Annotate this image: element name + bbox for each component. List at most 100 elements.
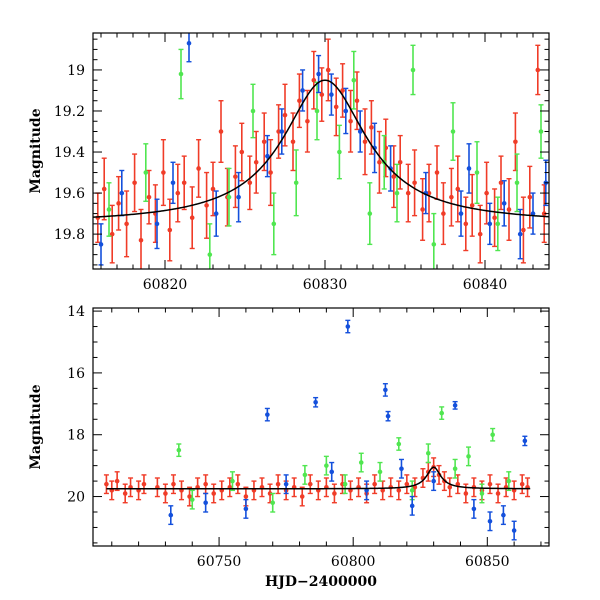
data-point-green bbox=[425, 443, 431, 464]
data-point-green bbox=[351, 50, 357, 110]
data-point-red bbox=[404, 474, 410, 495]
data-point-blue bbox=[345, 319, 351, 334]
data-point-green bbox=[495, 196, 501, 252]
data-point-red bbox=[506, 178, 512, 241]
data-point-red bbox=[114, 471, 120, 492]
data-point-blue bbox=[466, 143, 472, 194]
plot-area bbox=[103, 319, 531, 541]
data-point-red bbox=[412, 149, 418, 217]
data-point-green bbox=[396, 437, 402, 451]
data-point-red bbox=[290, 112, 296, 172]
data-point-blue bbox=[398, 458, 404, 479]
data-point-red bbox=[195, 477, 201, 498]
data-point-red bbox=[340, 63, 346, 118]
data-point-red bbox=[455, 474, 461, 495]
data-point-red bbox=[218, 100, 224, 163]
data-point-blue bbox=[517, 208, 523, 260]
data-point-red bbox=[348, 480, 354, 501]
data-point-red bbox=[484, 161, 490, 225]
data-point-blue bbox=[283, 474, 289, 495]
series-red bbox=[95, 38, 547, 269]
y-tick-label: 20 bbox=[67, 490, 85, 506]
data-point-red bbox=[204, 171, 210, 239]
data-point-red bbox=[376, 130, 382, 194]
data-point-blue bbox=[431, 471, 437, 492]
plot-area bbox=[93, 33, 549, 269]
data-point-red bbox=[525, 477, 531, 498]
data-point-red bbox=[235, 474, 241, 495]
data-point-blue bbox=[243, 498, 249, 519]
y-tick-label: 19.6 bbox=[54, 186, 85, 202]
data-point-red bbox=[405, 163, 411, 223]
data-point-blue bbox=[329, 461, 335, 482]
data-point-red bbox=[136, 480, 142, 501]
data-point-red bbox=[304, 89, 310, 153]
data-point-red bbox=[162, 483, 168, 504]
data-point-blue bbox=[458, 190, 464, 237]
data-point-red bbox=[116, 175, 122, 231]
data-point-green bbox=[323, 455, 329, 476]
data-point-blue bbox=[385, 410, 391, 422]
data-point-red bbox=[463, 196, 469, 252]
data-point-red bbox=[251, 480, 257, 501]
data-point-red bbox=[109, 204, 115, 264]
data-point-red bbox=[372, 474, 378, 495]
data-point-red bbox=[527, 165, 533, 229]
data-point-red bbox=[391, 145, 397, 209]
data-point-green bbox=[342, 474, 348, 495]
data-point-red bbox=[261, 112, 267, 172]
series-blue bbox=[168, 319, 528, 541]
data-point-green bbox=[178, 48, 184, 100]
data-point-green bbox=[226, 167, 232, 227]
data-point-red bbox=[323, 477, 329, 498]
data-point-red bbox=[239, 122, 245, 182]
data-point-red bbox=[146, 169, 152, 225]
data-point-green bbox=[450, 102, 456, 161]
data-point-green bbox=[189, 489, 195, 510]
y-tick-label: 16 bbox=[67, 366, 85, 382]
data-point-red bbox=[291, 477, 297, 498]
x-tick-label: 60800 bbox=[331, 554, 376, 570]
data-point-red bbox=[498, 155, 504, 211]
x-tick-label: 60830 bbox=[303, 277, 348, 293]
data-point-red bbox=[138, 208, 144, 269]
data-point-green bbox=[479, 483, 485, 504]
data-point-green bbox=[367, 182, 373, 246]
data-point-red bbox=[512, 112, 518, 172]
data-point-red bbox=[519, 474, 525, 495]
data-point-blue bbox=[471, 498, 477, 519]
series-green bbox=[176, 406, 512, 513]
data-point-red bbox=[331, 483, 337, 504]
data-point-red bbox=[154, 477, 160, 498]
data-point-blue bbox=[203, 492, 209, 513]
data-point-red bbox=[268, 139, 274, 207]
data-point-blue bbox=[364, 480, 370, 501]
data-point-blue bbox=[154, 198, 160, 250]
data-point-red bbox=[325, 38, 331, 102]
data-point-blue bbox=[279, 108, 285, 155]
y-tick-label: 19.8 bbox=[54, 227, 85, 243]
series-green bbox=[106, 44, 544, 269]
data-point-red bbox=[469, 173, 475, 237]
data-point-blue bbox=[357, 110, 363, 153]
data-point-red bbox=[448, 167, 454, 227]
data-point-blue bbox=[511, 520, 517, 541]
data-point-red bbox=[487, 474, 493, 495]
data-point-blue bbox=[500, 505, 506, 526]
data-point-blue bbox=[328, 73, 334, 116]
data-point-green bbox=[514, 153, 520, 213]
data-point-red bbox=[196, 139, 202, 198]
data-point-green bbox=[358, 452, 364, 473]
data-point-green bbox=[474, 141, 480, 205]
data-point-red bbox=[103, 474, 109, 495]
data-point-green bbox=[250, 83, 256, 139]
y-tick-label: 14 bbox=[67, 304, 85, 320]
data-point-red bbox=[181, 155, 187, 211]
data-point-blue bbox=[530, 192, 536, 235]
data-point-red bbox=[311, 50, 317, 110]
data-point-red bbox=[397, 134, 403, 190]
data-point-red bbox=[189, 186, 195, 250]
data-point-blue bbox=[236, 171, 242, 223]
data-point-red bbox=[160, 139, 166, 207]
